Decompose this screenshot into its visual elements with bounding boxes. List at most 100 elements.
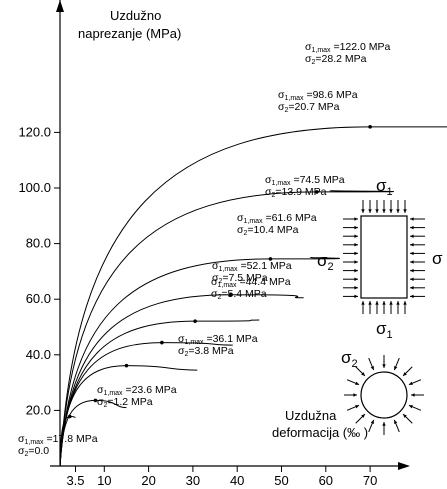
annotation-sigma2-6: σ2=13.9 MPa	[265, 186, 327, 199]
arrow-bottom-6-head	[403, 301, 407, 305]
y-axis-title-line1: Uzdužno	[110, 8, 161, 23]
x-axis-title-line1: Uzdužna	[285, 408, 337, 423]
peak-point-5	[228, 292, 233, 297]
x-tick-label-1: 10	[97, 473, 111, 488]
peak-point-6	[268, 257, 273, 261]
annotation-sigma2-4: σ2=7.5 MPa	[212, 272, 268, 285]
radial-arrow-head-12	[382, 364, 386, 368]
annotation-sigma2-8: σ2=28.2 MPa	[305, 53, 367, 66]
arrow-bottom-1-head	[368, 301, 372, 305]
arrow-left-9-head	[354, 294, 358, 299]
arrow-left-0-head	[354, 217, 358, 221]
arrow-left-7-head	[354, 277, 358, 281]
arrow-top-1-head	[368, 209, 372, 213]
radial-arrow-head-8	[353, 393, 357, 397]
inset-arrows	[343, 200, 425, 314]
x-axis-arrow	[398, 462, 410, 470]
arrow-bottom-5-head	[396, 301, 400, 305]
sigma1-top-label: σ1	[376, 176, 393, 198]
arrow-right-2-head	[410, 234, 414, 238]
annotation-sigma2-5: σ2=10.4 MPa	[237, 224, 299, 237]
y-tick-label-2: 60.0	[26, 291, 51, 306]
peak-point-3	[160, 340, 164, 345]
radial-arrow-head-10	[361, 372, 365, 376]
x-tick-label-6: 60	[319, 473, 333, 488]
annotation-sigma2-3: σ2=5.4 MPa	[211, 288, 267, 301]
curve-7	[59, 190, 394, 467]
arrow-bottom-0-head	[361, 301, 365, 305]
y-tick-label-5: 120.0	[18, 124, 51, 139]
radial-arrows	[344, 355, 424, 435]
radial-arrow-head-15	[408, 381, 413, 385]
x-tick-label-5: 50	[274, 473, 288, 488]
arrow-left-2-head	[354, 234, 358, 238]
radial-arrow-head-14	[403, 372, 407, 376]
y-axis-arrow	[56, 0, 64, 12]
sigma2-left-label: σ2	[317, 251, 334, 273]
arrow-right-7-head	[410, 277, 414, 281]
annotation-sigma1-4: σ1,max =52.1 MPa	[212, 260, 292, 273]
arrow-top-0-head	[361, 209, 365, 213]
arrow-right-3-head	[410, 243, 414, 247]
arrow-right-9-head	[410, 294, 414, 299]
curve-6	[59, 257, 340, 467]
annotation-sigma1-7: σ1,max =98.6 MPa	[278, 89, 358, 102]
radial-arrow-head-6	[361, 414, 365, 418]
curve-5	[59, 294, 304, 467]
arrow-bottom-4-head	[389, 301, 393, 305]
arrow-bottom-2-head	[375, 301, 379, 305]
sigma1-bottom-label: σ1	[376, 319, 393, 341]
annotation-sigma1-0: σ1,max =17.8 MPa	[18, 433, 98, 446]
curve-4	[59, 319, 260, 467]
y-tick-label-3: 80.0	[26, 236, 51, 251]
arrow-top-3-head	[382, 209, 386, 213]
annotation-sigma2-0: σ2=0.0	[18, 445, 49, 458]
peak-point-2	[124, 363, 129, 368]
annotation-sigma1-6: σ1,max =74.5 MPa	[265, 174, 345, 187]
radial-arrow-head-7	[355, 405, 360, 409]
arrow-right-1-head	[410, 225, 414, 230]
x-tick-label-7: 70	[363, 473, 377, 488]
arrow-right-5-head	[410, 260, 414, 264]
radial-arrow-head-4	[382, 422, 386, 426]
y-axis-title-line2: naprezanje (MPa)	[78, 26, 181, 41]
arrow-left-5-head	[354, 260, 358, 264]
arrow-top-4-head	[389, 209, 393, 213]
radial-arrow-head-1	[408, 405, 413, 409]
x-axis-title-line2: deformacija (‰ )	[272, 425, 368, 440]
arrow-bottom-3-head	[382, 301, 386, 305]
y-tick-label-1: 40.0	[26, 347, 51, 362]
annotation-sigma1-5: σ1,max =61.6 MPa	[237, 212, 317, 225]
annotation-sigma1-8: σ1,max =122.0 MPa	[305, 41, 391, 54]
radial-arrow-head-2	[403, 414, 407, 418]
y-tick-label-4: 100.0	[18, 180, 51, 195]
arrow-left-8-head	[354, 286, 358, 290]
radial-arrow-head-0	[411, 393, 415, 397]
arrow-right-0-head	[410, 217, 414, 221]
sigma2-circle-label: σ2	[341, 348, 358, 370]
sigma-right-label: σ	[432, 249, 443, 268]
annotation-sigma1-1: σ1,max =23.6 MPa	[97, 384, 177, 397]
annotation-sigma1-3: σ1,max =44.4 MPa	[211, 276, 291, 289]
annotation-sigma2-2: σ2=3.8 MPa	[178, 345, 234, 358]
x-tick-label-2: 20	[141, 473, 155, 488]
stress-state-inset: σ1 σ1 σ2 σ σ2	[317, 176, 443, 435]
x-tick-label-0: 3.5	[66, 473, 84, 488]
peak-point-7	[315, 190, 319, 194]
arrow-right-4-head	[410, 251, 414, 256]
curves-group	[59, 125, 447, 467]
x-tick-label-3: 30	[186, 473, 200, 488]
arrow-left-3-head	[354, 243, 358, 247]
radial-arrow-head-9	[355, 381, 360, 385]
y-tick-label-0: 20.0	[26, 402, 51, 417]
specimen-rectangle	[360, 215, 408, 299]
annotation-sigma2-1: σ2=1.2 MPa	[97, 396, 153, 409]
x-tick-label-4: 40	[230, 473, 244, 488]
arrow-top-5-head	[396, 209, 400, 213]
peak-point-1	[93, 398, 98, 403]
radial-arrow-head-13	[394, 366, 398, 371]
arrow-left-1-head	[354, 225, 358, 230]
curve-8	[59, 126, 447, 467]
